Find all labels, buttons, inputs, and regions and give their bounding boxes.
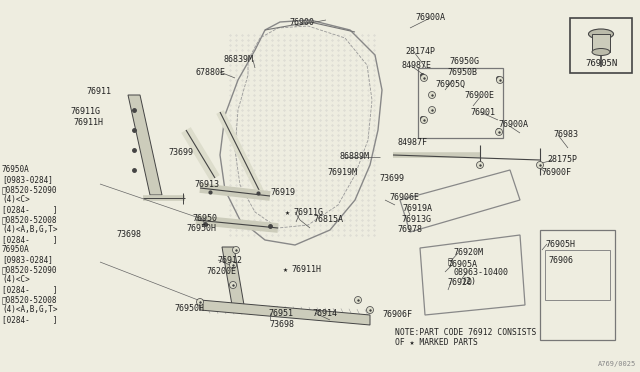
Text: 73698: 73698 — [269, 320, 294, 329]
Bar — [570, 18, 632, 73]
Text: ★: ★ — [283, 265, 288, 274]
Text: 76914: 76914 — [312, 309, 337, 318]
Text: 76906F: 76906F — [382, 310, 412, 319]
Text: [0284-     ]: [0284- ] — [2, 315, 58, 324]
Text: 28174P: 28174P — [405, 47, 435, 56]
Text: 76913: 76913 — [194, 180, 219, 189]
Text: 84987E: 84987E — [402, 61, 432, 70]
Text: 76911G: 76911G — [70, 107, 100, 116]
Text: 73699: 73699 — [168, 148, 193, 157]
Text: Ⓢ08520-52090: Ⓢ08520-52090 — [2, 185, 58, 194]
Text: 76905A: 76905A — [447, 260, 477, 269]
Circle shape — [420, 74, 428, 81]
Text: 76911: 76911 — [86, 87, 111, 96]
Circle shape — [429, 92, 435, 99]
Text: 76919: 76919 — [270, 188, 295, 197]
Text: 76901: 76901 — [470, 108, 495, 117]
Text: 76950H: 76950H — [174, 304, 204, 313]
Text: (2): (2) — [461, 277, 476, 286]
Text: 76913G: 76913G — [401, 215, 431, 224]
Circle shape — [355, 296, 362, 304]
Text: 76905H: 76905H — [545, 240, 575, 249]
Text: 76978: 76978 — [397, 225, 422, 234]
Polygon shape — [128, 95, 162, 195]
Text: Ⓜ: Ⓜ — [447, 257, 452, 266]
Text: [0284-     ]: [0284- ] — [2, 285, 58, 294]
Text: 76900A: 76900A — [498, 120, 528, 129]
Text: 76919M: 76919M — [327, 168, 357, 177]
Text: Ⓢ08520-52008: Ⓢ08520-52008 — [2, 215, 58, 224]
Text: [0983-0284]: [0983-0284] — [2, 255, 53, 264]
Text: ★: ★ — [285, 208, 290, 217]
Text: 76950A: 76950A — [2, 165, 29, 174]
Text: 67880E: 67880E — [196, 68, 226, 77]
Text: 76905N: 76905N — [585, 59, 617, 68]
Text: 76900: 76900 — [289, 18, 314, 27]
Text: 76912: 76912 — [217, 256, 242, 265]
Text: 76983: 76983 — [553, 130, 578, 139]
Circle shape — [367, 307, 374, 314]
Text: [0983-0284]: [0983-0284] — [2, 175, 53, 184]
Text: 76900A: 76900A — [415, 13, 445, 22]
Text: 76950A: 76950A — [2, 245, 29, 254]
Circle shape — [196, 298, 204, 305]
Bar — [418, 68, 503, 138]
Text: (4)<A,B,G,T>: (4)<A,B,G,T> — [2, 225, 58, 234]
Text: 86889M: 86889M — [340, 152, 370, 161]
Text: 76815A: 76815A — [313, 215, 343, 224]
Text: 76911H: 76911H — [291, 265, 321, 274]
Circle shape — [429, 106, 435, 113]
Text: 76951: 76951 — [268, 309, 293, 318]
Text: 76911G: 76911G — [293, 208, 323, 217]
Bar — [545, 250, 610, 300]
Text: 76920: 76920 — [447, 278, 472, 287]
Text: 76919A: 76919A — [402, 204, 432, 213]
Circle shape — [536, 161, 543, 169]
Text: 76906E: 76906E — [389, 193, 419, 202]
Text: 76900E: 76900E — [464, 91, 494, 100]
Text: 86839M: 86839M — [224, 55, 254, 64]
Text: 28175P: 28175P — [547, 155, 577, 164]
Text: Ⓢ08520-52090: Ⓢ08520-52090 — [2, 265, 58, 274]
Circle shape — [497, 77, 504, 83]
Text: 76900F: 76900F — [541, 168, 571, 177]
Circle shape — [477, 161, 483, 169]
Text: 73699: 73699 — [379, 174, 404, 183]
Polygon shape — [222, 247, 244, 305]
Text: 76906: 76906 — [548, 256, 573, 265]
Circle shape — [230, 282, 237, 289]
Text: Ⓢ08520-52008: Ⓢ08520-52008 — [2, 295, 58, 304]
Ellipse shape — [589, 29, 614, 39]
Text: (4)<C>: (4)<C> — [2, 275, 29, 284]
Text: 76950B: 76950B — [447, 68, 477, 77]
Polygon shape — [200, 300, 370, 325]
Text: 76911H: 76911H — [73, 118, 103, 127]
Circle shape — [232, 247, 239, 253]
Text: 84987F: 84987F — [397, 138, 427, 147]
Circle shape — [495, 128, 502, 135]
Bar — [540, 230, 615, 340]
Text: 73698: 73698 — [116, 230, 141, 239]
Text: 76200E: 76200E — [206, 267, 236, 276]
Ellipse shape — [592, 48, 610, 55]
Text: 76950G: 76950G — [449, 57, 479, 66]
Circle shape — [230, 262, 237, 269]
Text: 08963-10400: 08963-10400 — [453, 268, 508, 277]
Text: 76950: 76950 — [192, 214, 217, 223]
Text: 76920M: 76920M — [453, 248, 483, 257]
Circle shape — [420, 116, 428, 124]
Text: (4)<C>: (4)<C> — [2, 195, 29, 204]
Text: [0284-     ]: [0284- ] — [2, 205, 58, 214]
Bar — [592, 34, 610, 52]
Text: A769/0025: A769/0025 — [598, 361, 636, 367]
Text: NOTE:PART CODE 76912 CONSISTS
OF ★ MARKED PARTS: NOTE:PART CODE 76912 CONSISTS OF ★ MARKE… — [395, 328, 536, 347]
Text: 76905Q: 76905Q — [435, 80, 465, 89]
Text: [0284-     ]: [0284- ] — [2, 235, 58, 244]
Text: (4)<A,B,G,T>: (4)<A,B,G,T> — [2, 305, 58, 314]
Text: 76950H: 76950H — [186, 224, 216, 233]
